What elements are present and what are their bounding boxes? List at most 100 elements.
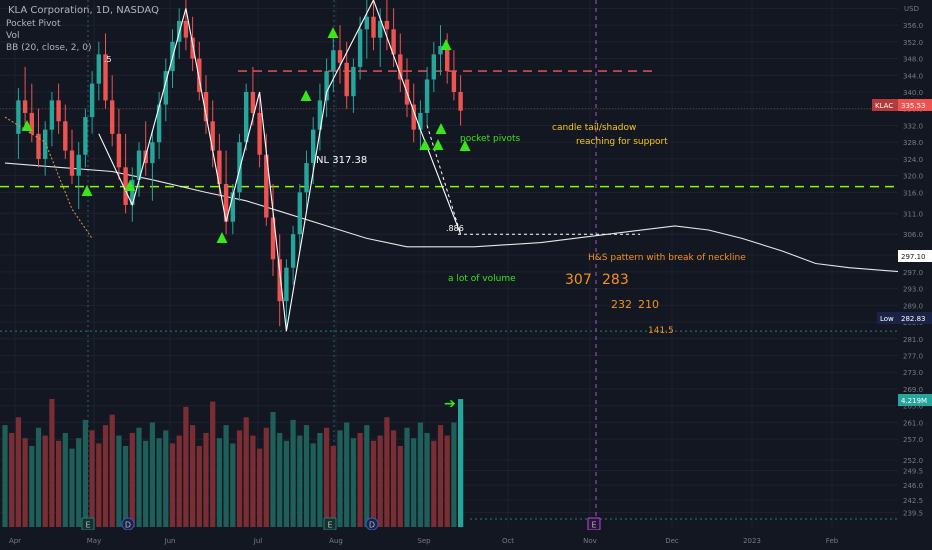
volume-bar bbox=[223, 425, 229, 527]
zigzag-lines bbox=[4, 0, 462, 332]
volume-bar bbox=[283, 440, 289, 527]
volume-bar bbox=[216, 438, 222, 527]
event-marker-label: E bbox=[327, 521, 332, 530]
volume-bar bbox=[49, 399, 55, 527]
orange-dotted-line bbox=[4, 116, 93, 239]
price-tick-label: 316.0 bbox=[903, 189, 923, 197]
volume-bar bbox=[62, 432, 68, 527]
volume-bar bbox=[330, 446, 336, 527]
indicator-pocket-pivot[interactable]: Pocket Pivot bbox=[6, 19, 61, 29]
volume-bar bbox=[310, 443, 316, 527]
volume-bar bbox=[156, 438, 162, 527]
volume-bar bbox=[210, 401, 216, 527]
volume-bar bbox=[116, 435, 122, 527]
target-283: 283 bbox=[602, 272, 629, 288]
price-tick-label: 246.0 bbox=[903, 482, 923, 490]
volume-bar bbox=[9, 432, 15, 527]
hs-pattern-label: H&S pattern with break of neckline bbox=[588, 253, 746, 263]
volume-bar bbox=[102, 425, 109, 527]
candle-body bbox=[331, 50, 336, 72]
pocket-pivot-triangle bbox=[216, 232, 228, 243]
volume-bar bbox=[417, 422, 423, 527]
candle-body bbox=[337, 50, 343, 63]
price-tick-label: 332.0 bbox=[903, 122, 923, 130]
price-tick-label: 344.0 bbox=[903, 72, 923, 80]
pocket-pivot-triangle bbox=[459, 140, 471, 151]
price-tick-label: 249.5 bbox=[903, 468, 923, 476]
target-141: 141.5 bbox=[648, 326, 674, 336]
event-marker-label: D bbox=[125, 521, 131, 530]
pocket-pivots-label: pocket pivots bbox=[460, 134, 521, 144]
volume-bar bbox=[149, 422, 155, 527]
price-tag-value: 4.219M bbox=[901, 397, 927, 405]
volume-bar bbox=[69, 448, 75, 527]
candle-body bbox=[110, 100, 115, 134]
candle-body bbox=[96, 54, 101, 84]
candle-body bbox=[203, 92, 209, 122]
price-tag-bg bbox=[898, 394, 932, 406]
indicator-bollinger[interactable]: BB (20, close, 2, 0) bbox=[6, 43, 92, 53]
candle-body bbox=[304, 163, 309, 193]
volume-bar bbox=[169, 443, 176, 527]
volume-bar bbox=[96, 443, 102, 527]
price-tick-label: 257.0 bbox=[903, 436, 923, 444]
time-axis[interactable]: Apr May Jun Jul Aug Sep Oct Nov Dec 2023 Feb bbox=[0, 530, 932, 550]
time-tick-label: Dec bbox=[665, 537, 679, 545]
candle-body bbox=[264, 154, 269, 218]
volume-bar bbox=[143, 440, 149, 527]
neckline-label: NL 317.38 bbox=[316, 155, 368, 166]
volume-bar bbox=[437, 425, 444, 527]
volume-bar bbox=[176, 435, 182, 527]
volume-bar bbox=[297, 435, 303, 527]
candle-body bbox=[391, 29, 396, 55]
volume-bar bbox=[243, 417, 249, 527]
candle-body bbox=[270, 217, 276, 260]
candle-body bbox=[445, 46, 450, 72]
volume-bar bbox=[129, 432, 135, 527]
target-232: 232 bbox=[611, 298, 632, 311]
volume-bar bbox=[397, 446, 403, 527]
candle-body bbox=[411, 104, 416, 130]
target-307: 307 bbox=[565, 272, 592, 288]
candle-body bbox=[424, 79, 430, 113]
volume-bar bbox=[364, 425, 370, 527]
price-axis[interactable]: USD 239.5 242.5 246.0 249.5 252.0 257.0 261.0 26… bbox=[898, 0, 932, 550]
volume-bar bbox=[344, 422, 350, 527]
time-tick-label: Sep bbox=[417, 537, 431, 545]
candle-body bbox=[297, 192, 302, 235]
price-tick-label: 242.5 bbox=[903, 497, 923, 505]
candle-body bbox=[22, 100, 28, 113]
volume-bar bbox=[384, 417, 390, 527]
candle-body bbox=[43, 129, 48, 159]
event-marker-label: E bbox=[85, 521, 90, 530]
volume-bar bbox=[324, 427, 330, 527]
price-tag-bg bbox=[898, 250, 932, 262]
price-tick-label: 352.0 bbox=[903, 39, 923, 47]
time-tick-label: Oct bbox=[502, 537, 514, 545]
volume-bar bbox=[337, 430, 343, 527]
symbol-title[interactable]: KLA Corporation, 1D, NASDAQ bbox=[8, 5, 159, 16]
volume-bar bbox=[76, 438, 82, 527]
candle-body bbox=[384, 20, 390, 30]
price-tick-label: 348.0 bbox=[903, 56, 923, 64]
candle-body bbox=[183, 20, 189, 38]
volume-bar bbox=[136, 427, 142, 527]
indicator-volume[interactable]: Vol bbox=[6, 31, 20, 41]
candle-body bbox=[56, 100, 61, 122]
volume-bar bbox=[263, 427, 269, 527]
fib-label-886: .886 bbox=[446, 224, 464, 233]
volume-bar bbox=[317, 432, 323, 527]
volume-bar bbox=[270, 412, 276, 527]
time-tick-label: Nov bbox=[583, 537, 597, 545]
volume-bar bbox=[2, 425, 8, 527]
price-tick-label: 265.0 bbox=[903, 403, 923, 411]
candle-body bbox=[197, 58, 202, 93]
price-tag-label: KLAC bbox=[875, 102, 893, 110]
candle-body bbox=[230, 192, 235, 222]
grid bbox=[0, 0, 898, 527]
price-tick-label: 269.0 bbox=[903, 386, 923, 394]
candle-body bbox=[223, 184, 229, 222]
time-tick-label: Aug bbox=[329, 537, 343, 545]
candle-body bbox=[69, 150, 75, 176]
